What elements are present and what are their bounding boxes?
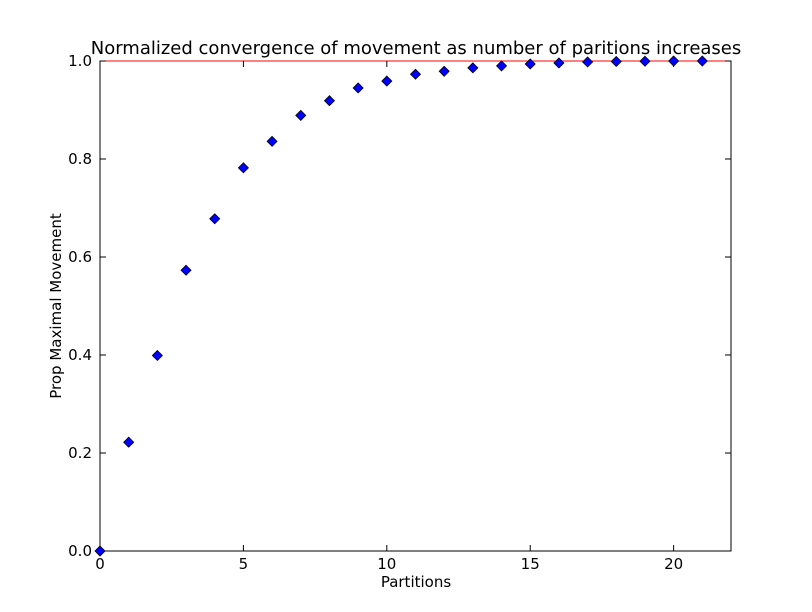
data-point [266,135,278,147]
data-point [123,436,135,448]
y-tick-label: 1.0 [68,52,92,70]
data-point [696,55,708,67]
x-tick-label: 15 [521,555,540,573]
data-point [180,264,192,276]
plot-area: 0 5 10 15 20 0.0 0.2 0.4 0.6 0.8 1.0 [68,52,732,573]
y-axis-label: Prop Maximal Movement [47,213,65,399]
data-point [668,55,680,67]
chart-title: Normalized convergence of movement as nu… [91,38,742,59]
data-point [524,58,536,70]
data-point [237,162,249,174]
data-point [639,55,651,67]
data-point [467,62,479,74]
data-point [409,68,422,80]
data-point [553,57,565,69]
y-tick-label: 0.6 [68,248,92,266]
x-axis-label: Partitions [381,573,452,591]
data-point [381,75,393,87]
data-point [209,213,221,225]
data-point [352,82,364,94]
y-tick-label: 0.0 [68,542,92,560]
data-point [94,545,106,557]
y-tick-label: 0.2 [68,444,92,462]
data-point [495,60,508,72]
y-tick-label: 0.4 [68,346,92,364]
data-point [582,56,594,68]
data-point [323,95,336,107]
x-tick-label: 20 [664,555,683,573]
y-tick-label: 0.8 [68,150,92,168]
x-tick-label: 10 [377,555,396,573]
data-point [438,65,450,77]
x-tick-label: 5 [239,555,249,573]
data-point [610,55,622,68]
data-point [295,109,307,121]
plot-frame [99,60,732,552]
x-tick-label: 0 [95,555,105,573]
data-point [151,349,163,362]
